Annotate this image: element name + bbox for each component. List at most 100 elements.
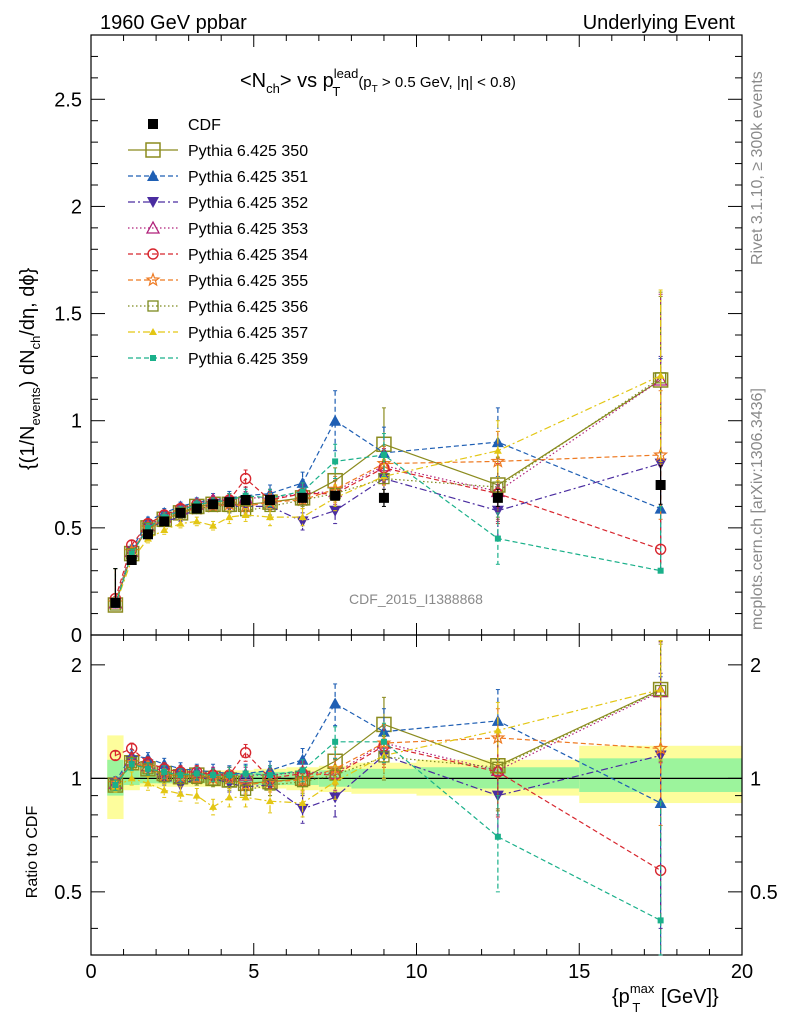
legend-marker xyxy=(147,248,159,260)
ratio-point xyxy=(266,797,275,805)
title-pre: <N xyxy=(240,70,266,92)
header-left: 1960 GeV ppbar xyxy=(100,12,247,34)
ratio-point xyxy=(380,738,387,745)
legend-label: Pythia 6.425 356 xyxy=(188,299,308,316)
main-line-pythia-6-425-359 xyxy=(114,454,661,606)
main-line-pythia-6-425-356 xyxy=(114,377,661,606)
legend-item: Pythia 6.425 353 xyxy=(128,220,308,238)
main-series-pythia-6-425-352 xyxy=(109,355,667,609)
main-point xyxy=(110,597,121,608)
ratio-series-pythia-6-425-359 xyxy=(112,722,664,956)
ratio-point xyxy=(242,770,249,777)
ratio-y-tick-label: 2 xyxy=(71,655,82,677)
main-point xyxy=(159,516,170,527)
ratio-point xyxy=(193,770,200,777)
main-point xyxy=(191,503,202,514)
main-point xyxy=(209,521,218,529)
legend-item: CDF xyxy=(148,117,221,134)
legend-marker xyxy=(145,272,161,287)
ratio-point xyxy=(331,777,340,785)
ratio-y-tick-label-right: 0.5 xyxy=(750,882,778,904)
main-point xyxy=(240,495,251,505)
ratio-point xyxy=(493,726,502,734)
ratio-point xyxy=(128,761,135,768)
main-point xyxy=(225,513,234,521)
side-text-bottom: mcplots.cern.ch [arXiv:1306.3436] xyxy=(749,388,766,630)
x-tick-label: 5 xyxy=(248,961,259,983)
xlabel-pre: {p xyxy=(612,986,630,1008)
legend-item: Pythia 6.425 351 xyxy=(128,169,308,186)
y-tick-label: 1.5 xyxy=(54,304,82,326)
main-point xyxy=(265,495,276,505)
title-cond-sub: T xyxy=(372,84,378,95)
ratio-point xyxy=(192,791,201,799)
main-point xyxy=(332,458,339,465)
ylabel-mid: ) dN xyxy=(17,349,39,387)
legend-item: Pythia 6.425 355 xyxy=(128,272,308,290)
legend-marker xyxy=(147,170,159,181)
title-mid: > vs p xyxy=(280,70,334,92)
watermark: CDF_2015_I1388868 xyxy=(349,591,483,607)
main-point xyxy=(128,550,135,557)
y-tick-label: 2 xyxy=(71,196,82,218)
ratio-point xyxy=(239,746,252,759)
main-point xyxy=(241,511,250,518)
main-ylabel: {(1/Nevents) dNch/dη, dϕ} xyxy=(17,267,43,470)
legend-label: Pythia 6.425 357 xyxy=(188,325,308,342)
legend-marker xyxy=(147,197,159,208)
ratio-point xyxy=(160,786,169,794)
legend-label: Pythia 6.425 355 xyxy=(188,273,308,290)
ratio-point xyxy=(210,772,217,779)
main-point xyxy=(160,526,169,533)
main-point xyxy=(176,519,185,527)
y-tick-label: 0.5 xyxy=(54,518,82,540)
legend: CDF Pythia 6.425 350 Pythia 6.425 351 Pythi… xyxy=(128,117,308,368)
ratio-point xyxy=(127,774,136,782)
legend-marker xyxy=(149,328,157,335)
ratio-point xyxy=(125,742,138,755)
ratio-point xyxy=(241,793,250,801)
main-point xyxy=(493,446,502,454)
ratio-y-tick-label-right: 1 xyxy=(750,768,761,790)
legend-item: Pythia 6.425 352 xyxy=(128,195,308,212)
ratio-series-pythia-6-425-351 xyxy=(109,676,667,956)
ratio-point xyxy=(177,772,184,779)
xlabel-sup: max xyxy=(630,981,655,996)
main-point xyxy=(330,490,341,501)
legend-label: Pythia 6.425 359 xyxy=(188,351,308,368)
legend-item: Pythia 6.425 350 xyxy=(128,142,308,160)
ratio-point xyxy=(490,763,505,777)
legend-label: Pythia 6.425 351 xyxy=(188,169,308,186)
legend-label: CDF xyxy=(188,117,221,134)
ratio-series-pythia-6-425-357 xyxy=(111,640,665,818)
main-point xyxy=(224,497,235,508)
main-point xyxy=(657,567,664,574)
ylabel-sub2: ch xyxy=(28,336,43,350)
legend-label: Pythia 6.425 353 xyxy=(188,221,308,238)
main-point xyxy=(239,472,252,485)
title-cond: (p xyxy=(358,74,371,91)
ratio-point xyxy=(238,777,254,792)
ratio-point xyxy=(298,799,307,807)
ratio-point xyxy=(494,833,501,840)
main-point xyxy=(299,488,306,495)
main-line-pythia-6-425-355 xyxy=(114,454,661,604)
legend-label: Pythia 6.425 352 xyxy=(188,195,308,212)
x-tick-label: 15 xyxy=(568,961,590,983)
ratio-point xyxy=(143,779,152,787)
xlabel-post: [GeV]} xyxy=(655,986,719,1008)
main-point xyxy=(654,543,667,555)
main-line-pythia-6-425-352 xyxy=(114,463,661,604)
plot-layer: 0 5 10 15 20 0 0.5 1 1.5 2 2.5 0.5 0.5 1 1 2 2 CDF Pythia … xyxy=(54,34,778,983)
main-point xyxy=(208,499,219,510)
ylabel-pre: {(1/N xyxy=(17,426,39,470)
main-point xyxy=(142,529,153,540)
main-point xyxy=(297,492,308,503)
ylabel-post: /dη, dϕ} xyxy=(17,267,39,335)
ratio-point xyxy=(109,749,122,762)
main-point xyxy=(378,492,389,503)
main-point xyxy=(656,371,665,379)
ratio-point xyxy=(492,761,504,773)
ratio-point xyxy=(225,793,234,801)
